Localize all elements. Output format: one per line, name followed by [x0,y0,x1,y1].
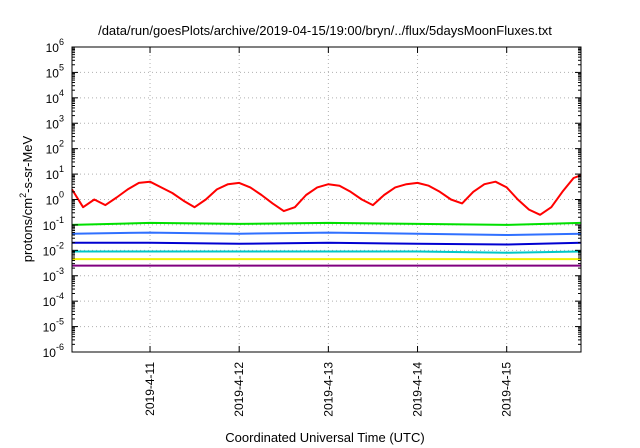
y-tick-label: 100 [46,190,64,208]
x-tick-label: 2019-4-15 [500,362,514,417]
x-tick-labels: 2019-4-11 2019-4-12 2019-4-13 2019-4-14 2019… [143,362,514,417]
x-tick-label: 2019-4-12 [232,362,246,417]
y-tick-label: 101 [46,164,64,182]
y-tick-label: 10-1 [43,215,64,233]
y-tick-labels: 10-6 10-5 10-4 10-3 10-2 10-1 100 101 102 103 104 1… [43,37,64,360]
x-tick-label: 2019-4-11 [143,362,157,416]
y-tick-label: 103 [46,113,64,131]
series-line-1 [71,221,582,226]
series-line-3 [72,241,582,246]
x-tick-label: 2019-4-14 [411,362,425,417]
y-tick-label: 105 [46,62,64,80]
y-tick-label: 10-3 [43,266,64,284]
grid [72,47,581,352]
y-tick-label: 104 [46,88,64,106]
series-line-4 [72,250,582,254]
series-line-2 [71,231,582,236]
chart-title: /data/run/goesPlots/archive/2019-04-15/1… [98,23,552,38]
y-tick-label: 102 [46,139,64,157]
series-layer [71,174,582,267]
y-tick-label: 10-2 [43,240,64,258]
y-tick-label: 106 [46,37,64,55]
series-line-0 [71,174,582,216]
x-tick-label: 2019-4-13 [321,362,335,417]
y-tick-label: 10-6 [43,342,64,360]
x-axis-title: Coordinated Universal Time (UTC) [225,430,424,445]
ticks [72,46,581,353]
y-tick-label: 10-5 [43,317,64,335]
y-tick-label: 10-4 [43,291,64,309]
y-axis-title: protons/cm2-s-sr-MeV [18,135,35,262]
